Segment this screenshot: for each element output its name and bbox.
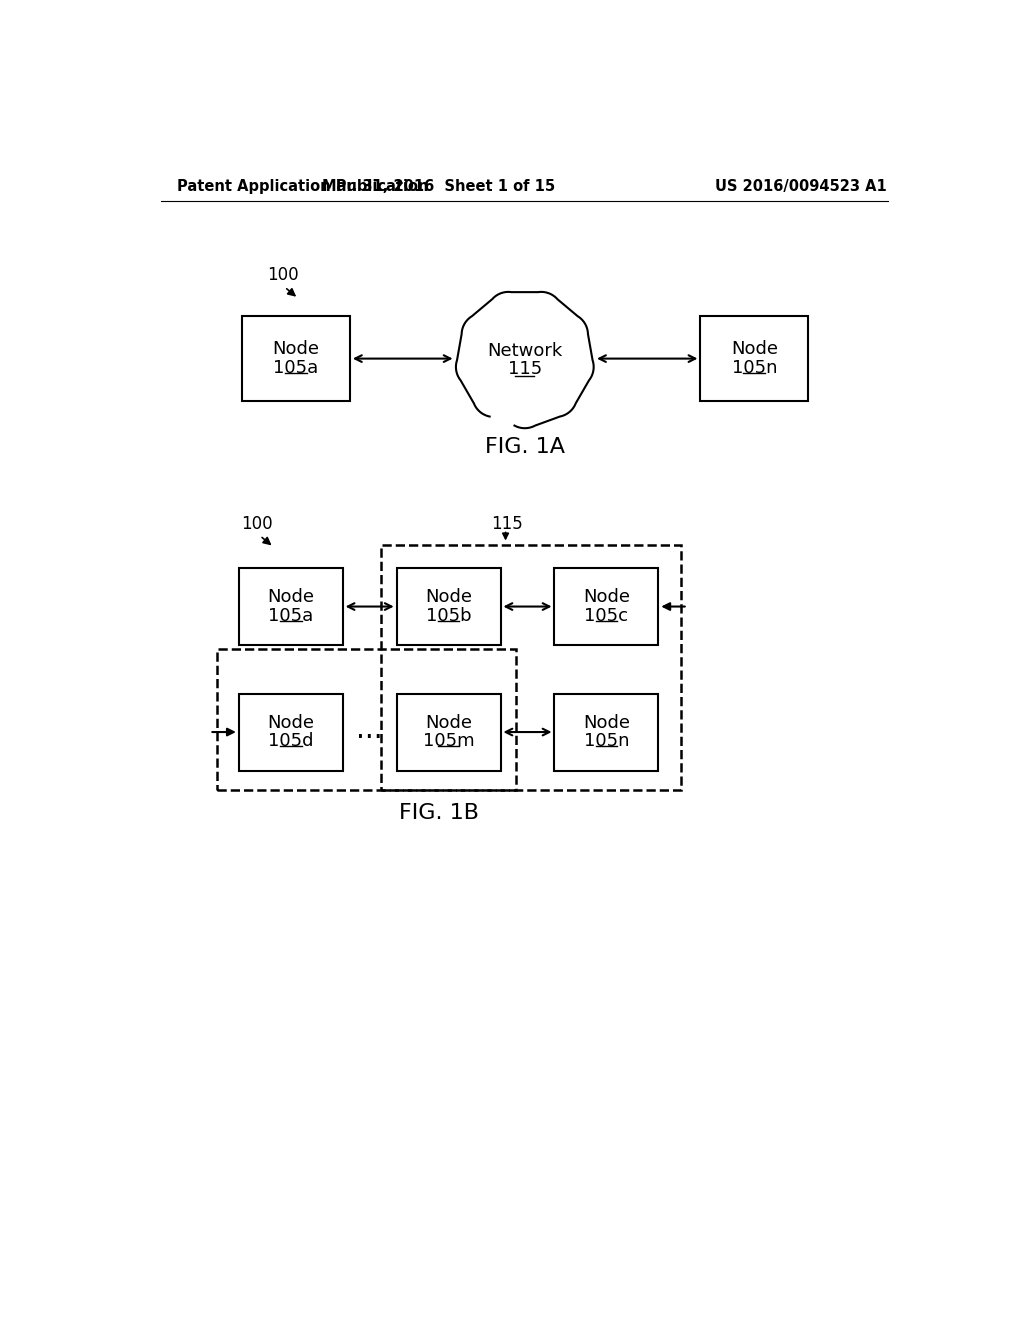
Text: Node: Node [583,714,630,731]
Text: Node: Node [425,714,472,731]
Text: Node: Node [272,341,319,358]
Text: Node: Node [425,589,472,606]
Text: FIG. 1A: FIG. 1A [484,437,565,457]
Text: 100: 100 [267,267,299,284]
Text: Node: Node [583,589,630,606]
Text: 115: 115 [508,360,542,379]
Text: 105m: 105m [423,733,474,750]
Bar [700,317,808,401]
Text: 105a: 105a [268,607,313,624]
Text: Node: Node [267,714,314,731]
Bar [554,568,658,645]
Bar [239,693,343,771]
Text: Patent Application Publication: Patent Application Publication [177,180,428,194]
Text: Mar. 31, 2016  Sheet 1 of 15: Mar. 31, 2016 Sheet 1 of 15 [322,180,555,194]
Text: 105c: 105c [585,607,629,624]
Text: 100: 100 [241,515,272,533]
Text: 105d: 105d [268,733,313,750]
Text: Network: Network [487,342,562,360]
Text: ...: ... [356,715,383,743]
Text: 105n: 105n [584,733,629,750]
Text: 105b: 105b [426,607,471,624]
Text: FIG. 1B: FIG. 1B [398,803,478,822]
Text: US 2016/0094523 A1: US 2016/0094523 A1 [715,180,887,194]
Polygon shape [456,292,594,428]
Bar [239,568,343,645]
Bar [243,317,350,401]
Bar [217,649,516,789]
Bar [396,568,501,645]
Text: Node: Node [731,341,778,358]
Text: 105a: 105a [273,359,318,376]
Bar [381,545,682,789]
Text: 105n: 105n [731,359,777,376]
Text: Node: Node [267,589,314,606]
Bar [554,693,658,771]
Bar [396,693,501,771]
Text: 115: 115 [490,515,522,533]
